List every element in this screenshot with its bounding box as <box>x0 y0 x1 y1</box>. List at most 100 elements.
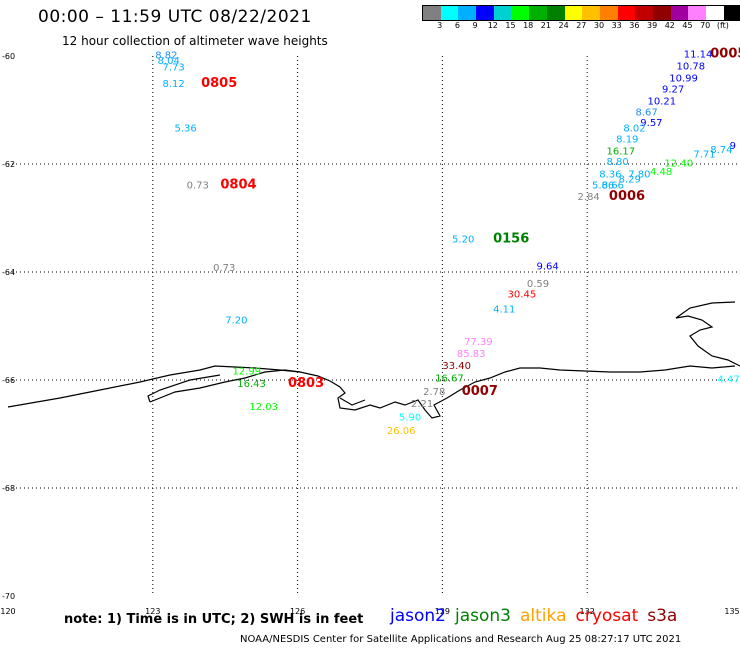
wave-height-value: 12.40 <box>664 159 693 170</box>
y-tick-label: -62 <box>2 160 15 169</box>
satellite-legend: jason2 jason3 altika cryosat s3a <box>390 606 686 626</box>
coastline-loop <box>147 374 221 403</box>
colorbar-swatch <box>617 6 636 20</box>
colorbar-swatch <box>635 6 653 20</box>
wave-height-value: 9.27 <box>662 85 684 96</box>
colorbar-swatch <box>529 6 547 20</box>
colorbar-swatch <box>546 6 565 20</box>
wave-height-value: 8.19 <box>616 134 638 145</box>
wave-height-value: 16.17 <box>607 146 636 157</box>
time-label: 0804 <box>220 177 256 192</box>
colorbar-swatch <box>652 6 671 20</box>
colorbar-tick: 15 <box>505 21 516 30</box>
colorbar-swatch <box>440 6 459 20</box>
colorbar-swatch <box>688 6 706 20</box>
x-tick-label: 129 <box>435 607 450 616</box>
wave-height-value: 5.36 <box>175 124 197 135</box>
satellite-legend-item: s3a <box>647 606 678 626</box>
wave-height-colorbar <box>422 5 740 21</box>
wave-height-value: 8.36 <box>599 170 621 181</box>
axis-tick-labels: 120 123 126 129 132 135 -60 -62 -64 -66 -68 -70 <box>0 52 739 616</box>
wave-height-value: 12.03 <box>249 402 278 413</box>
colorbar-swatch <box>599 6 618 20</box>
satellite-legend-item: jason3 <box>455 606 511 626</box>
wave-height-value: 2.21 <box>411 399 433 410</box>
map-subtitle: 12 hour collection of altimeter wave hei… <box>62 34 328 48</box>
wave-height-observations: 8.828.047.73 8.12 0805 5.36 0.73 0804 0.73 7.20… <box>155 47 740 437</box>
colorbar-tick: 9 <box>472 21 478 30</box>
wave-height-value: 7.73 <box>162 63 184 74</box>
satellite-legend-item: altika <box>520 606 567 626</box>
credit-line: NOAA/NESDIS Center for Satellite Applica… <box>240 634 682 645</box>
colorbar-swatch <box>582 6 600 20</box>
colorbar-swatch <box>493 6 512 20</box>
x-tick-label: 132 <box>580 607 595 616</box>
wave-height-value: 30.45 <box>508 289 537 300</box>
wave-height-value: 16.43 <box>237 379 266 390</box>
colorbar-swatch <box>723 6 740 20</box>
wave-height-value: 8.74 <box>710 145 732 156</box>
wave-height-value: 85.83 <box>457 349 486 360</box>
wave-height-value: 10.99 <box>669 73 698 84</box>
coastline <box>7 301 740 419</box>
wave-height-value: 10.78 <box>676 62 705 73</box>
wave-height-value: 0.73 <box>187 180 209 191</box>
x-tick-label: 120 <box>0 607 15 616</box>
x-tick-label: 123 <box>145 607 160 616</box>
colorbar-tick: 24 <box>558 21 569 30</box>
wave-height-value: 0.59 <box>527 279 549 290</box>
wave-height-value: 8.82 <box>155 51 177 62</box>
x-tick-label: 135 <box>724 607 739 616</box>
y-tick-label: -68 <box>2 484 15 493</box>
wave-height-value: 9.57 <box>640 118 662 129</box>
wave-height-value: 12.99 <box>232 367 261 378</box>
wave-height-value: 8.12 <box>162 79 184 90</box>
colorbar-swatch <box>670 6 689 20</box>
wave-height-value: 8.67 <box>635 107 657 118</box>
colorbar-swatch <box>423 6 441 20</box>
wave-height-value: 26.06 <box>387 426 416 437</box>
antarctic-coastline <box>7 365 736 419</box>
wave-height-value: 8.04 <box>158 56 180 67</box>
wave-height-value: 77.39 <box>464 337 493 348</box>
wave-height-value: 2.78 <box>423 387 445 398</box>
time-label: 0156 <box>493 231 529 246</box>
colorbar-tick: 21 <box>540 21 551 30</box>
wave-height-value: 8.02 <box>623 124 645 135</box>
wave-height-value: 5.86 <box>592 180 614 191</box>
colorbar-swatch <box>458 6 477 20</box>
wave-height-value: 9 <box>730 141 736 152</box>
time-label: 0005 <box>710 47 740 62</box>
colorbar-tick: 27 <box>576 21 587 30</box>
wave-height-value: 6.66 <box>602 180 624 191</box>
colorbar-tick: (ft) <box>716 21 729 30</box>
wave-height-value: 33.40 <box>442 361 471 372</box>
wave-height-value: 4.48 <box>650 167 672 178</box>
wave-height-value: 8.80 <box>607 157 629 168</box>
colorbar-tick: 6 <box>454 21 460 30</box>
y-tick-label: -66 <box>2 376 15 385</box>
wave-height-value: 10.21 <box>648 97 677 108</box>
colorbar-tick: 39 <box>647 21 658 30</box>
x-tick-label: 126 <box>290 607 305 616</box>
wave-height-value: 2.84 <box>578 192 600 203</box>
wave-height-value: 11.14 <box>684 50 713 61</box>
colorbar-tick: 36 <box>629 21 640 30</box>
colorbar-swatch <box>511 6 530 20</box>
wave-height-value: 4.11 <box>493 305 515 316</box>
wave-height-value: 4.47 <box>718 375 740 386</box>
colorbar-tick-labels: 3 6 9 12 15 18 21 24 27 30 33 36 39 42 45 70 (ft) <box>422 21 732 33</box>
time-label: 0006 <box>609 189 645 204</box>
wave-height-value: 7.80 <box>628 170 650 181</box>
map-title: 00:00 – 11:59 UTC 08/22/2021 <box>38 7 312 27</box>
satellite-legend-item: jason2 <box>390 606 446 626</box>
coastline-west <box>339 397 366 406</box>
colorbar-swatch <box>564 6 583 20</box>
wave-height-value: 0.73 <box>213 263 235 274</box>
y-tick-label: -64 <box>2 268 15 277</box>
colorbar-tick: 70 <box>700 21 711 30</box>
colorbar-tick: 3 <box>437 21 443 30</box>
y-tick-label: -60 <box>2 52 15 61</box>
colorbar-tick: 42 <box>664 21 675 30</box>
